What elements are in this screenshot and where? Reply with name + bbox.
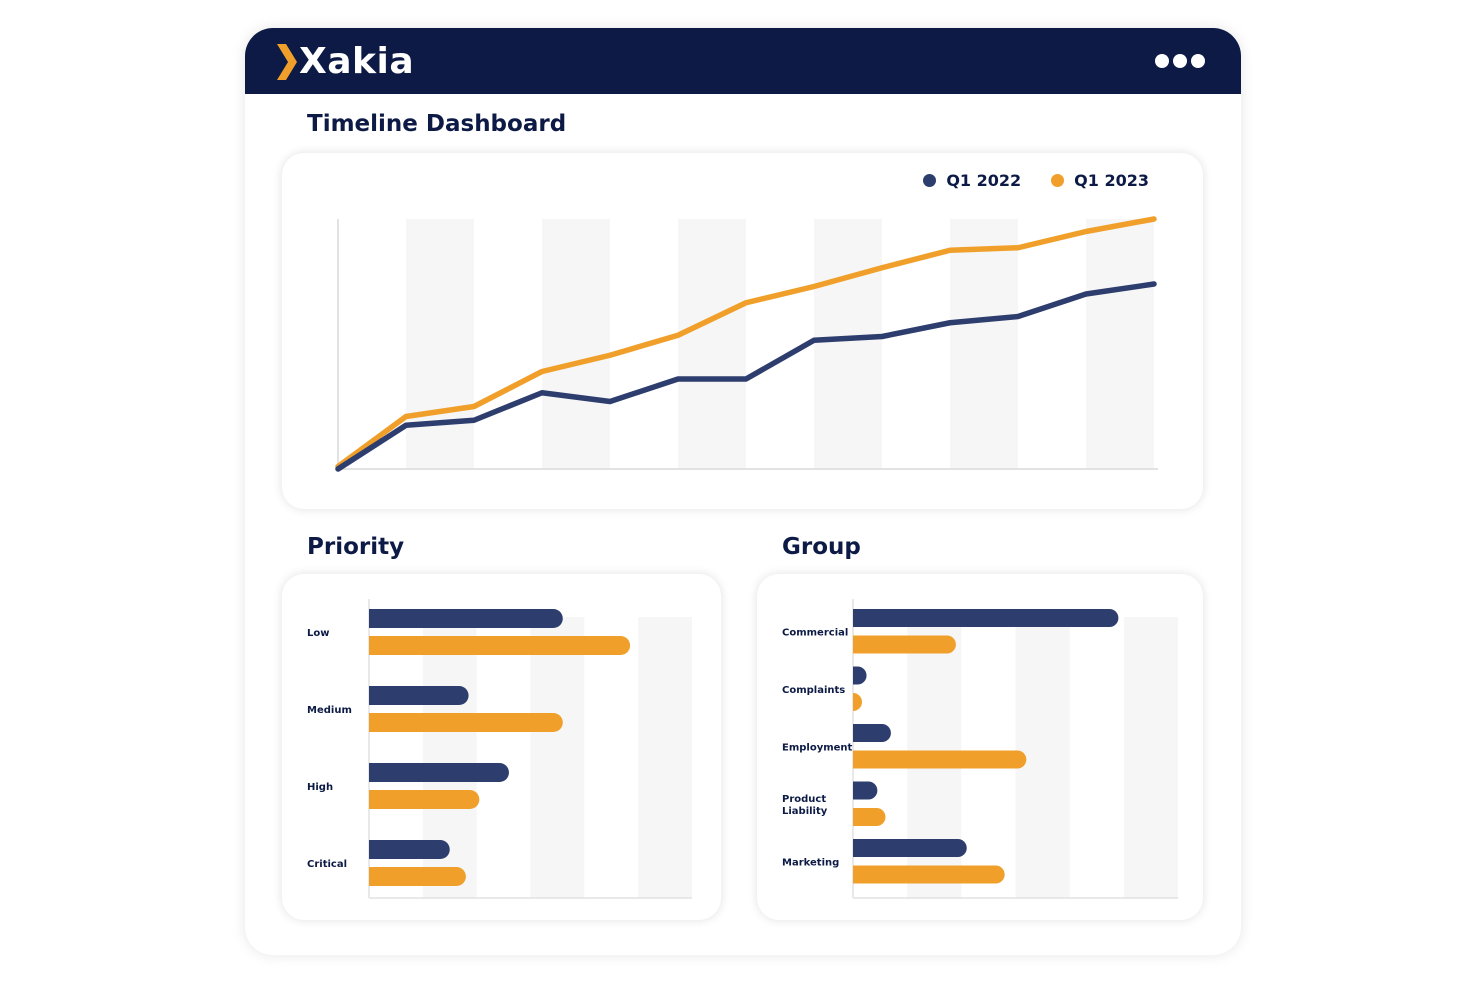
app-window: Xakia Timeline Dashboard Q1 2022 Q1 2023… bbox=[245, 28, 1241, 955]
brand-logo[interactable]: Xakia bbox=[277, 43, 414, 81]
bar-q1-2023 bbox=[853, 635, 956, 654]
grid-stripe bbox=[542, 219, 610, 469]
bar-q1-2022 bbox=[853, 609, 1119, 627]
series-line-q1-2023 bbox=[335, 216, 1157, 470]
priority-card: Low Medium High Critical bbox=[282, 574, 721, 920]
timeline-legend: Q1 2022 Q1 2023 bbox=[923, 171, 1149, 190]
bar-q1-2023 bbox=[853, 693, 862, 711]
grid-stripe bbox=[678, 219, 746, 469]
timeline-title: Timeline Dashboard bbox=[307, 111, 567, 137]
app-header: Xakia bbox=[245, 28, 1241, 94]
bar-q1-2022 bbox=[369, 840, 450, 859]
brand-name: Xakia bbox=[299, 41, 415, 82]
group-title: Group bbox=[782, 534, 861, 560]
category-label: Product Liability bbox=[782, 794, 828, 817]
bar-q1-2023 bbox=[369, 636, 631, 655]
category-label: Complaints bbox=[782, 685, 845, 696]
category-label: Commercial bbox=[782, 627, 848, 638]
legend-label: Q1 2022 bbox=[946, 171, 1022, 190]
category-label: High bbox=[307, 782, 333, 793]
grid-stripe bbox=[1123, 617, 1178, 898]
grid-stripe bbox=[530, 617, 585, 898]
bar-q1-2022 bbox=[369, 609, 563, 628]
timeline-card: Q1 2022 Q1 2023 bbox=[282, 153, 1203, 509]
grid-stripe bbox=[406, 219, 474, 469]
bar-q1-2023 bbox=[369, 713, 563, 732]
category-label: Low bbox=[307, 628, 329, 639]
legend-label: Q1 2023 bbox=[1074, 171, 1149, 190]
series-line-q1-2022 bbox=[335, 281, 1157, 472]
bar-q1-2023 bbox=[369, 790, 480, 809]
category-label: Medium bbox=[307, 705, 352, 716]
category-label: Employment bbox=[782, 742, 853, 753]
legend-item-q1-2023: Q1 2023 bbox=[1051, 171, 1149, 190]
bar-q1-2022 bbox=[853, 724, 891, 742]
group-card: Commercial Complaints Employment Product Lia… bbox=[757, 574, 1203, 920]
bar-q1-2023 bbox=[369, 867, 466, 886]
priority-bar-chart: Low Medium High Critical bbox=[307, 599, 692, 899]
bar-q1-2022 bbox=[369, 686, 469, 705]
priority-title: Priority bbox=[307, 534, 405, 560]
grid-stripe bbox=[1086, 219, 1154, 469]
grid-stripe bbox=[638, 617, 692, 898]
bar-q1-2022 bbox=[853, 781, 878, 800]
legend-item-q1-2022: Q1 2022 bbox=[923, 171, 1021, 190]
legend-dot-icon bbox=[923, 174, 937, 187]
grid-stripe bbox=[814, 219, 882, 469]
more-dots-icon[interactable] bbox=[1155, 54, 1205, 68]
category-label: Marketing bbox=[782, 857, 839, 868]
bar-q1-2023 bbox=[853, 865, 1005, 884]
group-bar-chart: Commercial Complaints Employment Product Lia… bbox=[782, 599, 1178, 899]
category-label: Critical bbox=[307, 859, 347, 870]
bar-q1-2023 bbox=[853, 808, 886, 826]
bar-q1-2022 bbox=[853, 666, 867, 685]
logo-chevron-icon bbox=[277, 44, 297, 80]
bar-q1-2022 bbox=[853, 839, 967, 857]
grid-stripe bbox=[950, 219, 1018, 469]
bar-q1-2023 bbox=[853, 750, 1027, 769]
bar-q1-2022 bbox=[369, 763, 509, 782]
timeline-line-chart bbox=[335, 216, 1158, 472]
legend-dot-icon bbox=[1051, 174, 1065, 187]
